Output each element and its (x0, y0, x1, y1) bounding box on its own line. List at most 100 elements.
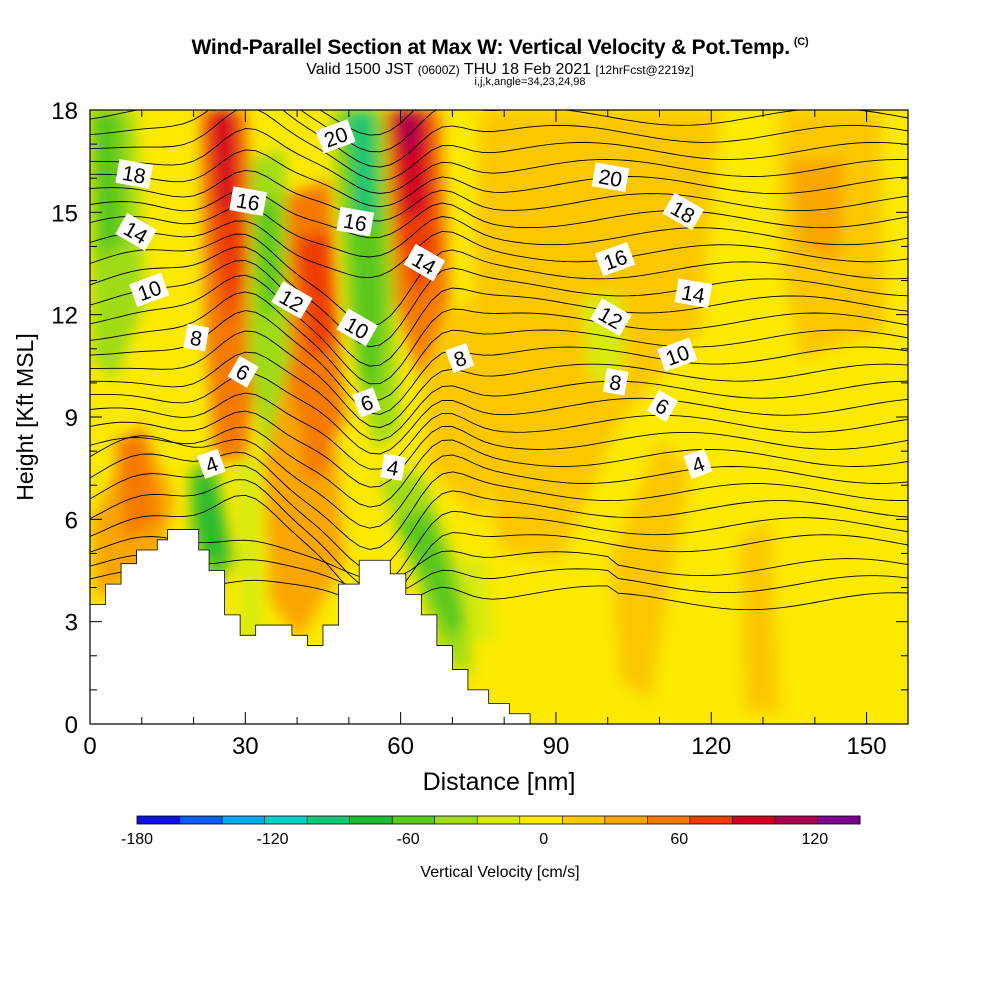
theta-contour-label: 18 (115, 159, 154, 189)
valid-date: THU 18 Feb 2021 (463, 61, 592, 78)
theta-label-box (595, 242, 636, 277)
theta-contour-label: 4 (380, 453, 406, 481)
theta-label-box (129, 272, 170, 307)
colorbar-segment (137, 816, 181, 824)
theta-label-box (674, 278, 713, 308)
theta-label-text: 16 (341, 210, 368, 237)
theta-contour-line (90, 291, 908, 401)
theta-contour-line (90, 169, 908, 222)
colorbar-frame (136, 815, 861, 825)
theta-contour-line (90, 274, 908, 385)
theta-label-box (591, 162, 630, 193)
colorbar-tick-label: 120 (801, 831, 828, 848)
theta-contour-line (90, 464, 908, 571)
colorbar-segment (264, 816, 308, 824)
theta-label-box (380, 453, 406, 481)
theta-contour-line (90, 351, 908, 441)
theta-contour-line (90, 372, 908, 455)
theta-contour-line (90, 451, 908, 550)
theta-label-box (227, 355, 259, 388)
theta-label-box (229, 186, 267, 216)
y-tick-label: 3 (65, 610, 78, 637)
theta-contour-line (90, 494, 908, 606)
theta-label-box (657, 337, 698, 372)
theta-label-text: 16 (234, 189, 261, 216)
theta-contour-line (90, 188, 908, 239)
terrain-mask (90, 529, 531, 724)
colorbar-segment (222, 816, 266, 824)
theta-label-box (183, 323, 210, 352)
theta-label-box (115, 159, 154, 189)
theta-contour-label: 20 (591, 162, 630, 193)
theta-label-box (662, 192, 705, 231)
x-tick-label: 90 (543, 733, 570, 760)
theta-contour-line (90, 149, 908, 208)
y-axis-label: Height [Kft MSL] (12, 333, 38, 500)
theta-label-box (336, 308, 378, 347)
theta-label-box (196, 448, 226, 479)
theta-label-box (115, 213, 157, 251)
theta-label-text: 14 (680, 281, 707, 308)
x-tick-label: 150 (847, 733, 887, 760)
theta-contour-line (90, 426, 908, 508)
colorbar-segment (604, 816, 648, 824)
chart-title-text: Wind-Parallel Section at Max W: Vertical… (191, 36, 791, 59)
theta-label-text: 20 (597, 165, 624, 192)
theta-label-text: 4 (385, 456, 401, 481)
y-tick-label: 0 (65, 712, 78, 739)
theta-contour-line (90, 110, 908, 168)
theta-contour-label: 6 (647, 390, 679, 422)
colorbar-segment (774, 816, 818, 824)
colorbar-tick-label: -60 (397, 831, 420, 848)
theta-contour-lines (90, 110, 908, 611)
y-tick-label: 12 (51, 303, 78, 330)
colorbar-tick-label: 60 (670, 831, 688, 848)
section-indices: i,j,k,angle=34,23,24,98 (474, 76, 586, 88)
theta-label-box (352, 387, 382, 418)
colorbar-segment (179, 816, 223, 824)
theta-contour-line (90, 392, 908, 470)
colorbar-tick-label: -120 (257, 831, 289, 848)
theta-contour-label: 4 (683, 448, 713, 479)
valid-time: Valid 1500 JST (306, 61, 414, 78)
theta-label-text: 18 (120, 162, 147, 189)
theta-contour-line (90, 435, 908, 529)
theta-contour-label: 6 (227, 355, 259, 388)
theta-contour-line (90, 479, 908, 589)
copyright-mark: (C) (793, 36, 809, 48)
theta-contour-line (90, 205, 908, 258)
y-tick-label: 15 (51, 200, 78, 227)
colorbar-segment (434, 816, 478, 824)
x-tick-label: 0 (83, 733, 96, 760)
y-tick-label: 6 (65, 507, 78, 534)
theta-label-text: 8 (188, 327, 204, 352)
theta-label-box (445, 343, 475, 374)
theta-contour-label: 6 (352, 387, 382, 418)
theta-contour-label: 16 (336, 206, 375, 237)
colorbar-segment (477, 816, 521, 824)
theta-contour-label: 10 (657, 337, 698, 372)
theta-contour-label: 8 (183, 323, 210, 352)
theta-contour-line (90, 233, 908, 327)
colorbar-segment (817, 816, 861, 824)
colorbar-tick-label: 0 (539, 831, 548, 848)
theta-contour-line (90, 570, 908, 611)
colorbar-label: Vertical Velocity [cm/s] (420, 864, 580, 881)
y-tick-label: 18 (51, 98, 78, 125)
theta-contour-label: 14 (674, 278, 713, 308)
theta-contour-line (90, 536, 908, 581)
colorbar-segment (689, 816, 733, 824)
x-tick-label: 120 (691, 733, 731, 760)
theta-contour-line (90, 310, 908, 415)
y-tick-label: 9 (65, 405, 78, 432)
theta-label-box (683, 448, 713, 479)
colorbar-segment (732, 816, 776, 824)
colorbar-segment (307, 816, 351, 824)
colorbar-segment (647, 816, 691, 824)
valid-utc: (0600Z) (417, 63, 460, 77)
theta-contour-label: 8 (445, 343, 475, 374)
colorbar-segment (392, 816, 436, 824)
theta-contour-label: 16 (595, 242, 636, 277)
x-axis-label: Distance [nm] (423, 768, 576, 796)
